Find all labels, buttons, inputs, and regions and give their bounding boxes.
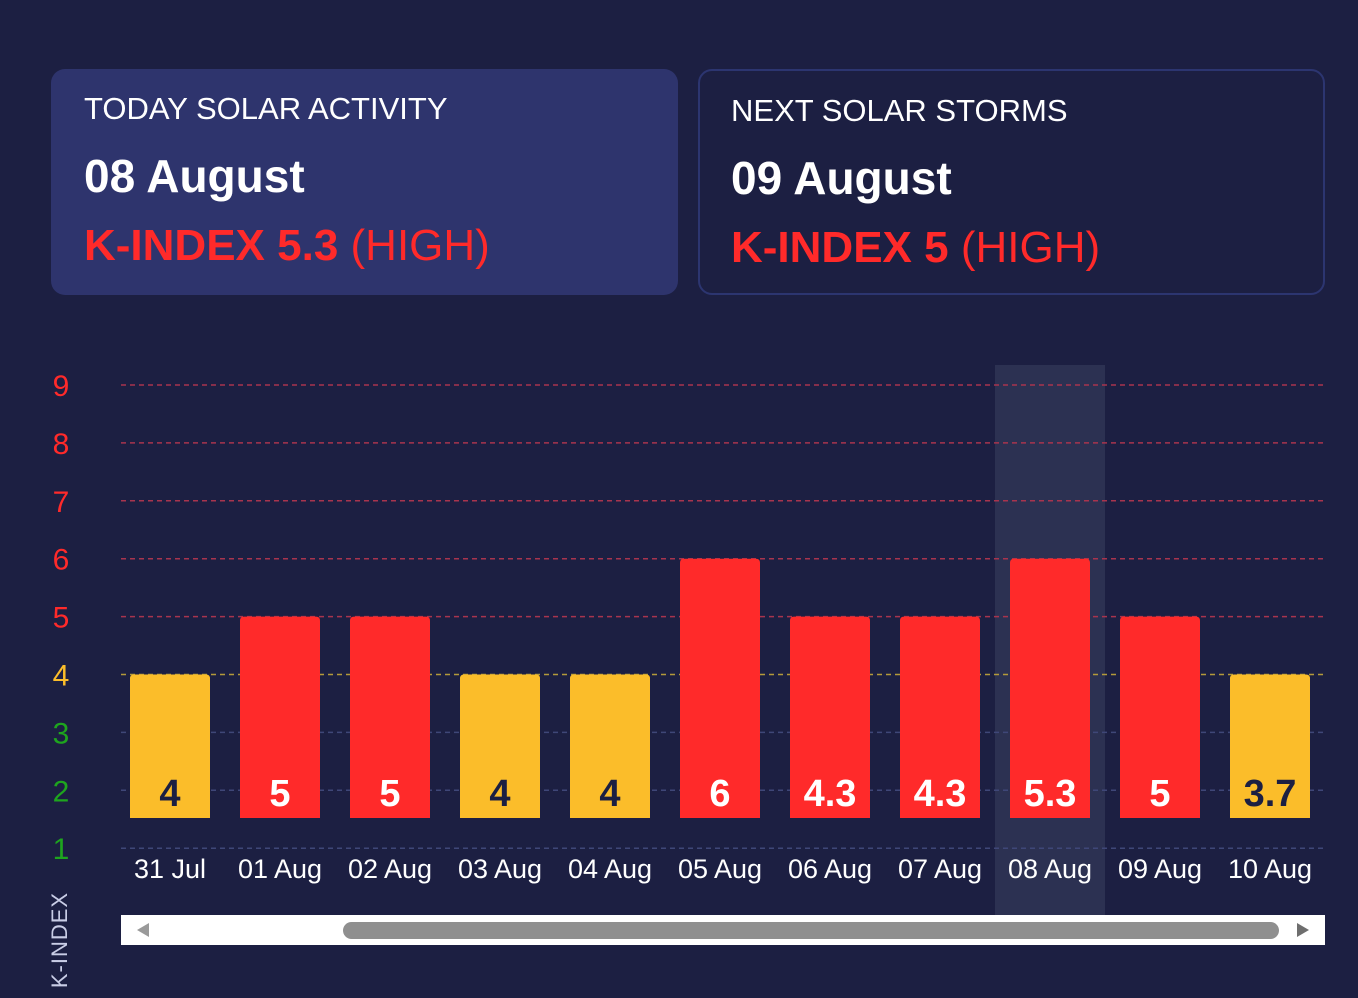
bar-value-label: 4.3 xyxy=(914,773,967,815)
today-activity-card: TODAY SOLAR ACTIVITY 08 August K-INDEX 5… xyxy=(51,69,678,295)
y-tick-label: 1 xyxy=(53,833,70,866)
x-tick-label: 04 Aug xyxy=(568,854,652,884)
bar xyxy=(240,616,320,818)
next-card-kindex: K-INDEX 5 (HIGH) xyxy=(731,223,1100,273)
bar xyxy=(790,616,870,818)
bar-value-label: 5 xyxy=(379,773,400,815)
bar-value-label: 4 xyxy=(159,773,180,815)
y-tick-label: 3 xyxy=(53,717,70,750)
x-tick-label: 06 Aug xyxy=(788,854,872,884)
bar xyxy=(1230,674,1310,818)
next-storms-card: NEXT SOLAR STORMS 09 August K-INDEX 5 (H… xyxy=(698,69,1325,295)
next-card-label: NEXT SOLAR STORMS xyxy=(731,93,1068,128)
today-card-label: TODAY SOLAR ACTIVITY xyxy=(84,91,448,126)
y-tick-label: 4 xyxy=(53,660,70,693)
y-tick-label: 7 xyxy=(53,486,70,519)
today-kindex-level: (HIGH) xyxy=(350,221,490,270)
y-tick-label: 5 xyxy=(53,602,70,635)
bar xyxy=(350,616,430,818)
horizontal-scrollbar[interactable] xyxy=(121,915,1325,945)
today-kindex-value: K-INDEX 5.3 xyxy=(84,221,339,270)
x-tick-label: 01 Aug xyxy=(238,854,322,884)
next-kindex-level: (HIGH) xyxy=(960,223,1101,272)
x-tick-label: 05 Aug xyxy=(678,854,762,884)
bar-value-label: 3.7 xyxy=(1244,773,1297,815)
bar xyxy=(680,558,760,818)
bar-value-label: 4 xyxy=(489,773,510,815)
bar-value-label: 5 xyxy=(269,773,290,815)
bar-value-label: 4.3 xyxy=(804,773,857,815)
bar xyxy=(1120,616,1200,818)
bar-value-label: 4 xyxy=(599,773,620,815)
bar xyxy=(570,674,650,818)
next-card-date: 09 August xyxy=(731,152,952,204)
x-tick-label: 09 Aug xyxy=(1118,854,1202,884)
right-arrow-icon[interactable] xyxy=(1297,923,1309,937)
y-tick-label: 9 xyxy=(53,370,70,403)
y-tick-label: 6 xyxy=(53,544,70,577)
x-tick-label: 31 Jul xyxy=(134,854,206,884)
x-tick-label: 03 Aug xyxy=(458,854,542,884)
x-tick-label: 08 Aug xyxy=(1008,854,1092,884)
x-tick-label: 02 Aug xyxy=(348,854,432,884)
y-axis-label: K-INDEX xyxy=(47,891,72,989)
today-card-date: 08 August xyxy=(84,150,305,202)
today-card-kindex: K-INDEX 5.3 (HIGH) xyxy=(84,221,490,271)
x-tick-label: 07 Aug xyxy=(898,854,982,884)
y-tick-label: 2 xyxy=(53,775,70,808)
scroll-thumb[interactable] xyxy=(343,922,1279,939)
bar xyxy=(460,674,540,818)
left-arrow-icon[interactable] xyxy=(137,923,149,937)
bar xyxy=(1010,558,1090,818)
bar-value-label: 5.3 xyxy=(1024,773,1077,815)
x-tick-label: 10 Aug xyxy=(1228,854,1312,884)
y-tick-label: 8 xyxy=(53,428,70,461)
bar-value-label: 5 xyxy=(1149,773,1170,815)
bar xyxy=(900,616,980,818)
bar-value-label: 6 xyxy=(709,773,730,815)
bar xyxy=(130,674,210,818)
next-kindex-value: K-INDEX 5 xyxy=(731,223,949,272)
